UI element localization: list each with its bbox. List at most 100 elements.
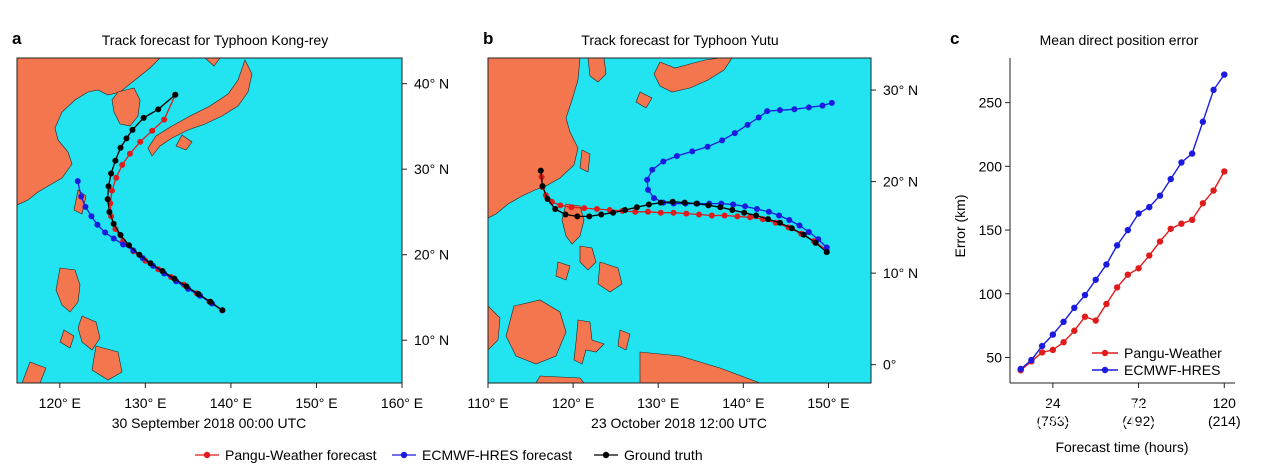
panel-a-series-point-1 bbox=[88, 213, 95, 220]
panel-a-series-point-1 bbox=[120, 241, 127, 248]
panel-a-xtick-label: 140° E bbox=[210, 395, 252, 411]
panel-c-series-point-0 bbox=[1081, 313, 1089, 320]
panel-a-series-point-2 bbox=[117, 232, 124, 239]
panel-a-axes: 120° E 130° E 140° E 150° E 160° E 10° N 20° N… bbox=[39, 76, 449, 411]
panel-a-series-point-0 bbox=[149, 127, 156, 134]
panel-c-series-point-1 bbox=[1060, 318, 1067, 326]
panel-b-xtick-label: 130° E bbox=[637, 395, 679, 411]
panel-b-axes: 110° E 120° E 130° E 140° E 150° E 0° 10° N 20°… bbox=[467, 82, 918, 411]
main-legend-swatch-dot bbox=[400, 451, 408, 459]
panel-b-title: Track forecast for Typhoon Yutu bbox=[581, 32, 778, 48]
panel-c-series-point-1 bbox=[1178, 159, 1185, 166]
panel-a-series-point-1 bbox=[94, 221, 101, 228]
panel-b-series-point-1 bbox=[765, 208, 772, 215]
panel-b-series-point-1 bbox=[796, 222, 803, 229]
main-legend-label: Ground truth bbox=[624, 447, 703, 463]
panel-b-series-point-1 bbox=[730, 201, 737, 208]
panel-b-series-point-2 bbox=[669, 198, 676, 205]
panel-c-series-point-1 bbox=[1221, 71, 1228, 78]
panel-c-series-point-1 bbox=[1038, 342, 1046, 350]
panel-b-series-point-2 bbox=[705, 202, 712, 209]
panel-c-ytick-label: 200 bbox=[979, 158, 1003, 174]
panel-a-series-point-2 bbox=[126, 242, 133, 249]
panel-c-xtick-label: 24 bbox=[1045, 395, 1061, 411]
panel-b-series-point-1 bbox=[744, 121, 751, 128]
panel-a: a Track forecast for Typhoon Kong-rey 12… bbox=[12, 29, 449, 431]
panel-b-series-point-2 bbox=[562, 211, 569, 218]
watermark: 知乎 @CV前沿分享 bbox=[973, 400, 1199, 430]
panel-b-ytick-label: 10° N bbox=[883, 265, 918, 281]
panel-b-series-point-1 bbox=[742, 203, 749, 210]
panel-c-xtick-sublabel: (214) bbox=[1208, 413, 1241, 429]
panel-c-title: Mean direct position error bbox=[1040, 32, 1199, 48]
panel-b-series-point-1 bbox=[823, 244, 830, 251]
panel-a-ytick-label: 30° N bbox=[414, 161, 449, 177]
panel-c: c Mean direct position error 50 100 150 200… bbox=[950, 29, 1241, 455]
panel-c-ytick-label: 250 bbox=[979, 95, 1003, 111]
panel-b-xtick-label: 140° E bbox=[722, 395, 764, 411]
panel-b-series-point-1 bbox=[673, 152, 680, 159]
main-legend-label: ECMWF-HRES forecast bbox=[422, 447, 572, 463]
panel-c-series-point-0 bbox=[1049, 346, 1057, 354]
panel-b-series-point-1 bbox=[764, 108, 771, 115]
panel-b-tracks bbox=[537, 99, 835, 256]
panel-c-ytick-label: 100 bbox=[979, 286, 1003, 302]
panel-b-series-point-0 bbox=[747, 214, 754, 221]
panel-c-series-line-0 bbox=[1020, 171, 1225, 371]
panel-b-series-point-1 bbox=[645, 186, 652, 193]
panel-b-series-point-2 bbox=[610, 209, 617, 216]
panel-b-series-point-0 bbox=[581, 205, 588, 212]
panel-a-series-point-0 bbox=[137, 138, 144, 145]
panel-c-series-point-1 bbox=[1167, 175, 1174, 183]
main-legend-swatch-dot bbox=[203, 451, 211, 459]
panel-b-series-point-2 bbox=[586, 213, 593, 220]
panel-c-series-point-1 bbox=[1103, 261, 1110, 268]
panel-b-ytick-label: 0° bbox=[883, 357, 896, 373]
panel-b-series-point-2 bbox=[574, 213, 581, 220]
panel-a-series-point-2 bbox=[112, 157, 119, 164]
panel-c-xtick-sublabel: (492) bbox=[1122, 413, 1155, 429]
panel-a-series-point-2 bbox=[183, 283, 190, 290]
panel-c-series-point-1 bbox=[1146, 203, 1153, 211]
panel-b-series-point-1 bbox=[644, 176, 651, 183]
panel-a-series-point-2 bbox=[129, 126, 136, 133]
panel-a-series-point-0 bbox=[119, 161, 126, 168]
panel-a-tracks bbox=[74, 91, 226, 314]
panel-b-series-point-1 bbox=[786, 217, 793, 224]
panel-a-land bbox=[17, 58, 253, 383]
panel-c-legend-swatch-dot bbox=[1101, 366, 1109, 374]
panel-a-series-point-2 bbox=[219, 307, 226, 314]
panel-b-series-point-2 bbox=[633, 204, 640, 211]
panel-c-series-point-1 bbox=[1199, 118, 1207, 125]
panel-b-series-point-2 bbox=[776, 219, 783, 226]
panel-a-title: Track forecast for Typhoon Kong-rey bbox=[102, 32, 328, 48]
panel-b-series-point-2 bbox=[823, 249, 830, 256]
panel-b-series-point-1 bbox=[791, 106, 798, 113]
panel-b-series-point-2 bbox=[552, 206, 559, 213]
main-legend-label: Pangu-Weather forecast bbox=[225, 447, 377, 463]
panel-b-series-point-2 bbox=[800, 231, 807, 238]
panel-c-xtick-sublabel: (783) bbox=[1037, 413, 1070, 429]
panel-c-series-point-0 bbox=[1188, 216, 1196, 224]
panel-a-xtick-label: 160° E bbox=[381, 395, 423, 411]
panel-b-series-point-2 bbox=[765, 216, 772, 223]
panel-a-series-point-1 bbox=[130, 247, 137, 254]
panel-b-xtick-label: 110° E bbox=[467, 395, 508, 411]
panel-b-series-point-0 bbox=[721, 212, 728, 219]
panel-c-series-point-1 bbox=[1156, 192, 1164, 199]
panel-c-series-point-0 bbox=[1210, 187, 1217, 194]
panel-c-series-point-0 bbox=[1060, 339, 1067, 346]
panel-a-series-point-2 bbox=[105, 183, 112, 190]
panel-a-series-point-2 bbox=[106, 208, 113, 215]
panel-b-series-point-0 bbox=[557, 202, 564, 209]
panel-b-series-point-1 bbox=[755, 114, 762, 121]
panel-c-series-point-1 bbox=[1081, 291, 1089, 299]
panel-b-series-point-0 bbox=[670, 209, 677, 216]
panel-a-ytick-label: 10° N bbox=[414, 332, 449, 348]
panel-a-xlabel: 30 September 2018 00:00 UTC bbox=[112, 415, 307, 431]
panel-c-series-point-0 bbox=[1124, 271, 1132, 278]
main-legend-swatch-dot bbox=[602, 451, 610, 459]
panel-a-series-point-2 bbox=[123, 135, 130, 142]
panel-b-series-point-2 bbox=[681, 199, 688, 206]
panel-a-series-point-2 bbox=[117, 144, 124, 151]
